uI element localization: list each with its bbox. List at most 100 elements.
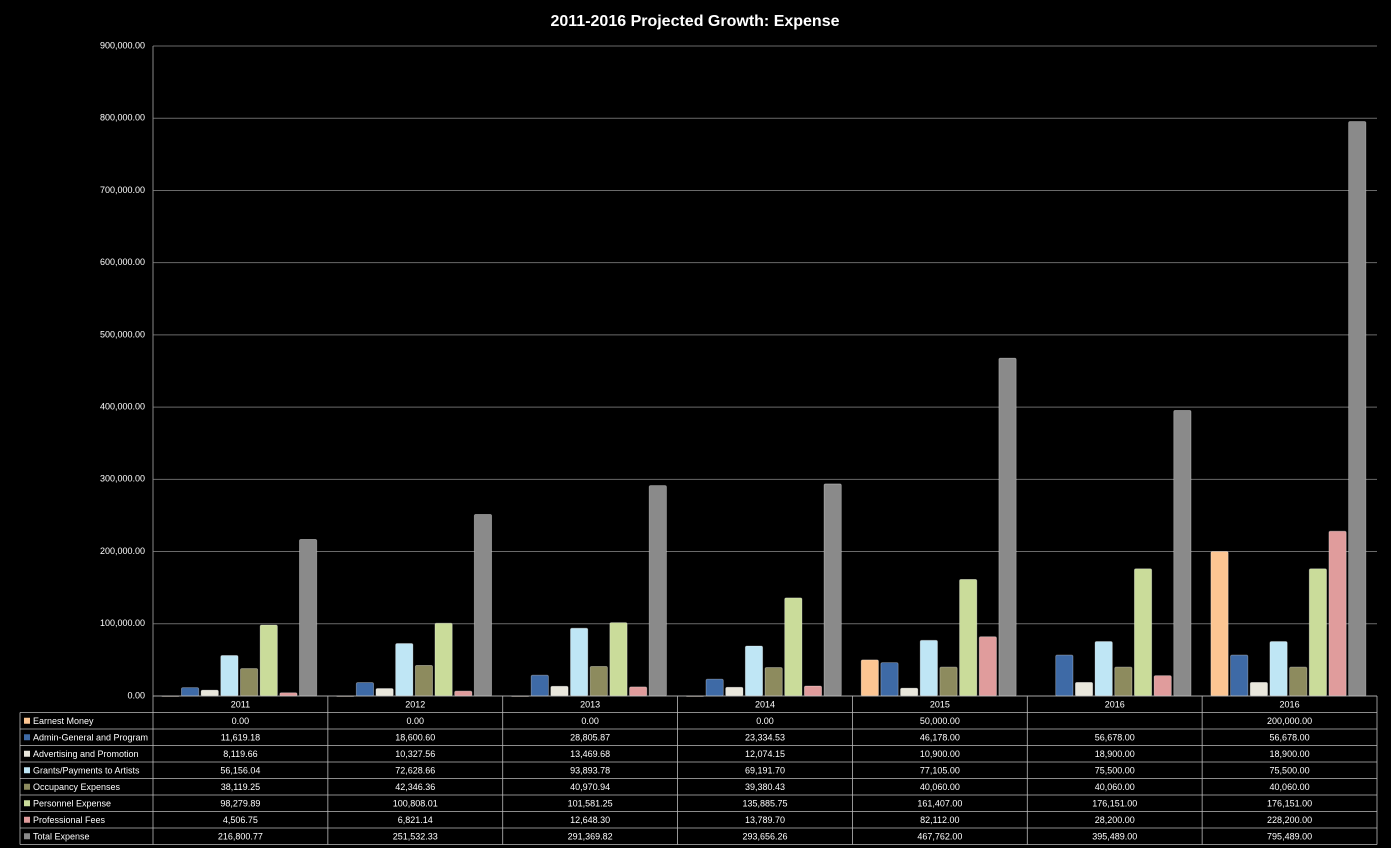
table-value: 291,369.82 [568, 832, 613, 842]
table-value: 40,060.00 [920, 782, 960, 792]
table-value: 38,119.25 [221, 782, 260, 792]
legend-swatch [24, 833, 30, 840]
table-value: 56,156.04 [220, 766, 260, 776]
bar [1114, 666, 1133, 697]
table-value: 18,600.60 [395, 733, 435, 743]
bar [998, 357, 1017, 697]
bar [744, 645, 764, 697]
y-tick-label: 700,000.00 [100, 185, 145, 195]
y-tick-label: 500,000.00 [100, 329, 145, 339]
x-tick-label: 2013 [580, 700, 600, 710]
table-value: 6,821.14 [398, 815, 433, 825]
x-tick-label: 2015 [930, 700, 950, 710]
bar [1173, 409, 1192, 697]
table-value: 39,380.43 [745, 782, 785, 792]
table-value: 28,200.00 [1095, 815, 1135, 825]
bar [1153, 675, 1172, 697]
bar [299, 539, 318, 697]
bar [454, 690, 473, 697]
legend-label: Occupancy Expenses [33, 782, 121, 792]
y-tick-label: 100,000.00 [100, 618, 145, 628]
bar [959, 579, 978, 697]
legend-swatch [24, 750, 30, 757]
table-value: 72,628.66 [395, 766, 435, 776]
bar [784, 597, 803, 697]
bar [823, 483, 842, 697]
bar [414, 665, 433, 697]
bar [1308, 568, 1327, 697]
y-tick-label: 800,000.00 [100, 113, 145, 123]
y-tick-label: 900,000.00 [100, 40, 145, 50]
table-value: 13,469.68 [570, 749, 610, 759]
legend-label: Earnest Money [33, 716, 94, 726]
table-value: 251,532.33 [393, 832, 438, 842]
table-value: 0.00 [581, 716, 599, 726]
table-value: 40,970.94 [570, 782, 610, 792]
bar [705, 678, 724, 697]
table-value: 200,000.00 [1267, 716, 1312, 726]
table-value: 100,808.01 [393, 799, 438, 809]
bar [880, 662, 899, 697]
table-value: 50,000.00 [920, 716, 960, 726]
table-value: 77,105.00 [920, 766, 960, 776]
table-value: 216,800.77 [218, 832, 263, 842]
table-value: 4,506.75 [223, 815, 258, 825]
legend-label: Personnel Expense [33, 799, 111, 809]
table-value: 293,656.26 [742, 832, 787, 842]
table-value: 135,885.75 [742, 799, 787, 809]
table-value: 98,279.89 [220, 799, 260, 809]
table-value: 10,900.00 [920, 749, 960, 759]
bar [1249, 681, 1268, 697]
table-value: 18,900.00 [1270, 749, 1310, 759]
bar [279, 692, 298, 697]
bar [629, 686, 648, 697]
table-value: 13,789.70 [745, 815, 785, 825]
y-tick-label: 400,000.00 [100, 401, 145, 411]
bar [240, 668, 259, 697]
x-tick-label: 2012 [405, 700, 425, 710]
table-value: 0.00 [232, 716, 250, 726]
table-value: 161,407.00 [917, 799, 962, 809]
bar [181, 687, 200, 697]
table-value: 40,060.00 [1270, 782, 1310, 792]
table-value: 467,762.00 [917, 832, 962, 842]
y-tick-label: 0.00 [127, 690, 145, 700]
bar [1133, 568, 1153, 697]
table-value: 46,178.00 [920, 733, 960, 743]
bar [550, 685, 569, 697]
x-tick-label: 2014 [755, 700, 775, 710]
bar [900, 687, 919, 697]
legend-swatch [24, 800, 30, 807]
y-tick-label: 200,000.00 [100, 546, 145, 556]
bar [803, 685, 823, 697]
table-value: 101,581.25 [568, 799, 613, 809]
bar [473, 513, 493, 697]
bar [220, 655, 239, 697]
bar [1210, 551, 1229, 697]
x-tick-label: 2016 [1105, 700, 1125, 710]
legend-label: Total Expense [33, 832, 90, 842]
table-value: 75,500.00 [1095, 766, 1135, 776]
table-value: 12,074.15 [745, 749, 785, 759]
bar [1348, 121, 1367, 697]
bar [589, 666, 608, 697]
bar [609, 622, 628, 697]
x-tick-label: 2016 [1280, 700, 1300, 710]
legend-swatch [24, 734, 30, 741]
bar [530, 674, 549, 697]
bar [978, 636, 997, 697]
table-value: 0.00 [756, 716, 774, 726]
table-value: 10,327.56 [395, 749, 435, 759]
bar [648, 485, 667, 697]
table-value: 18,900.00 [1095, 749, 1135, 759]
table-value: 11,619.18 [221, 733, 260, 743]
table-value: 12,648.30 [570, 815, 610, 825]
bar [1094, 641, 1113, 697]
table-value: 82,112.00 [920, 815, 959, 825]
bar [1055, 654, 1074, 697]
table-value: 40,060.00 [1095, 782, 1135, 792]
bar [434, 622, 453, 697]
table-value: 395,489.00 [1092, 832, 1137, 842]
